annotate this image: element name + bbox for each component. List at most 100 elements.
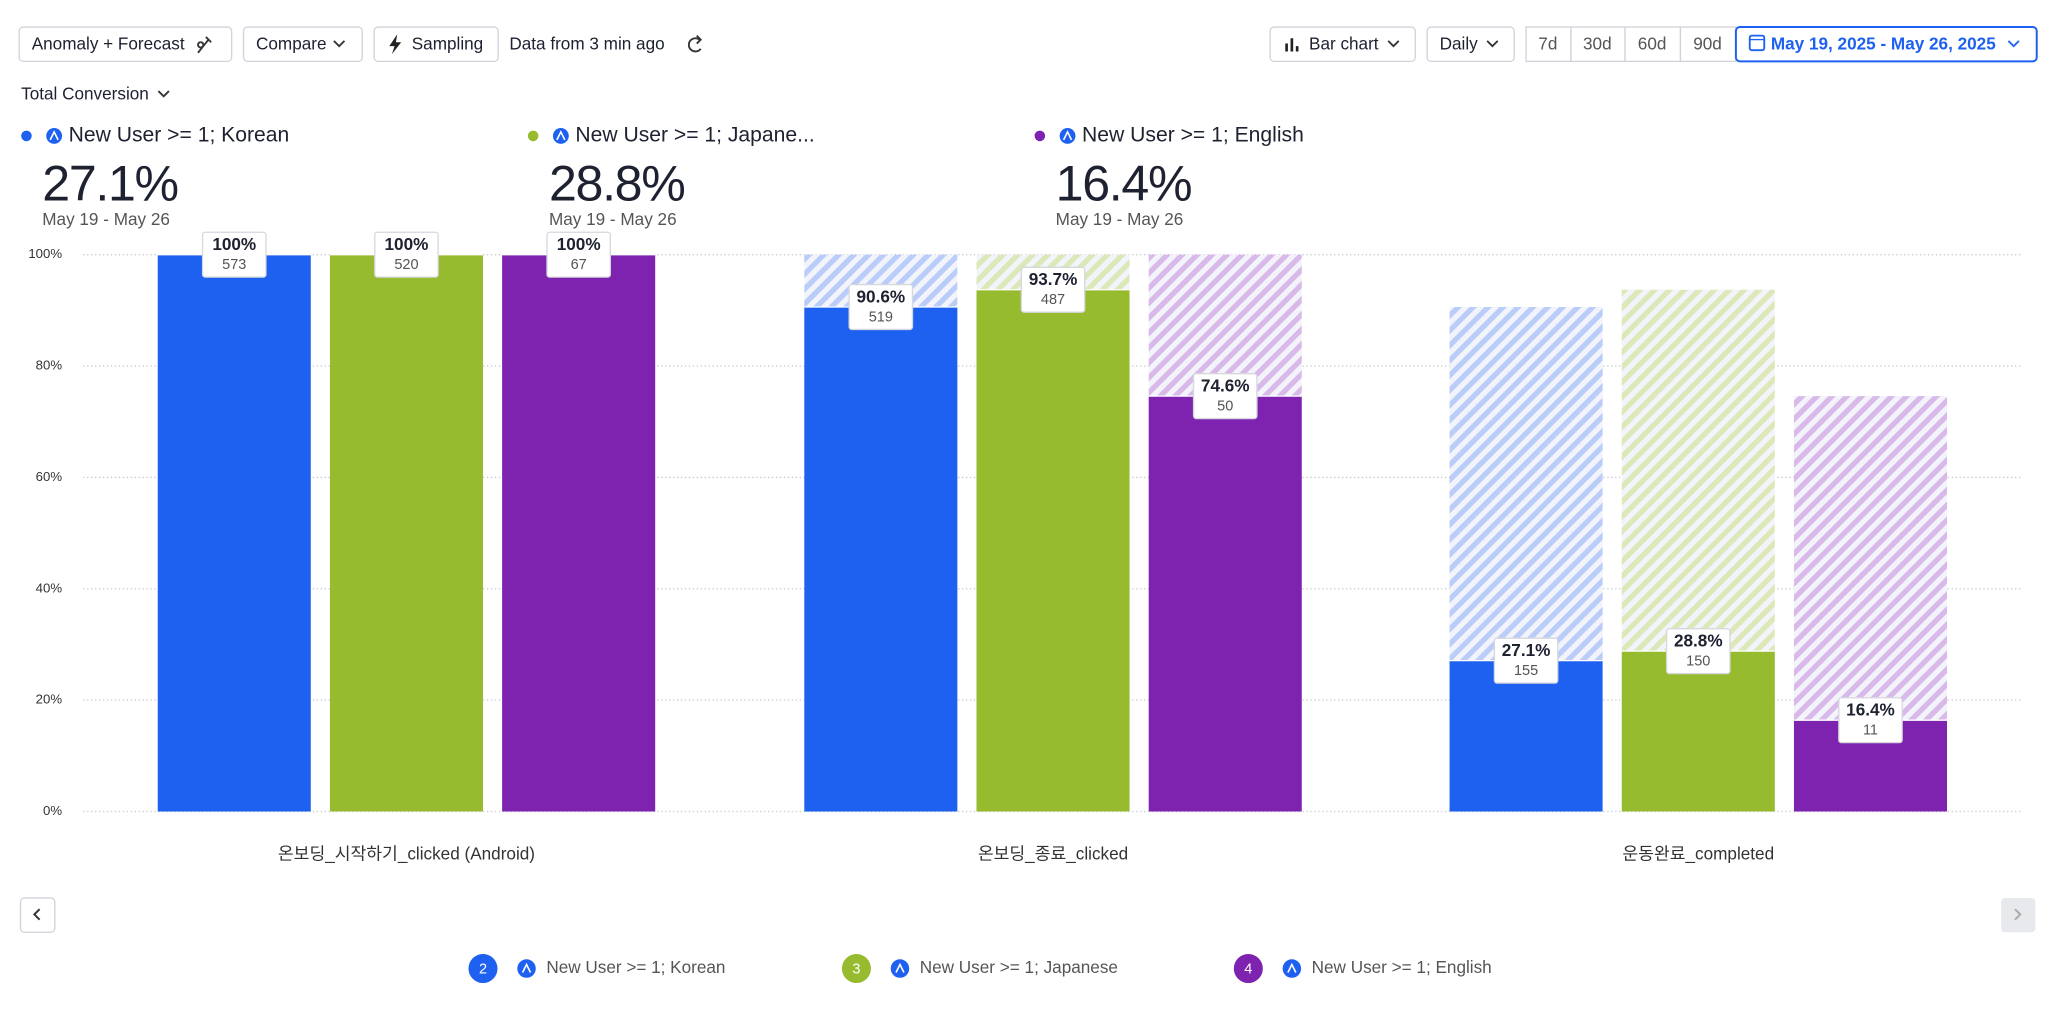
next-button[interactable] (2001, 897, 2036, 933)
count-label: 487 (1041, 292, 1065, 308)
legend-badge (1233, 954, 1263, 984)
compare-button[interactable]: Compare (242, 26, 363, 63)
legend-dot (1034, 130, 1046, 142)
bar (502, 254, 656, 812)
sampling-label: Sampling (412, 33, 483, 53)
count-label: 520 (394, 257, 418, 273)
dropoff-bar (1793, 396, 1948, 721)
value-label-box (1493, 637, 1559, 684)
range-button[interactable] (1679, 26, 1737, 63)
legend-badge-number: 4 (1244, 962, 1252, 978)
legend-badge (841, 954, 871, 984)
legend-label[interactable]: New User >= 1; English (1312, 957, 1492, 977)
summary-period: May 19 - May 26 (549, 209, 677, 229)
prev-button[interactable] (19, 897, 56, 933)
value-label: 74.6% (1201, 375, 1250, 395)
summary-label: New User >= 1; English (1082, 123, 1304, 146)
dropoff-bar (1148, 254, 1302, 397)
dropoff-bar (1621, 289, 1775, 652)
summary-value: 27.1% (42, 156, 178, 212)
y-tick-label: 60% (36, 469, 63, 484)
sampling-button[interactable]: Sampling (373, 26, 499, 63)
interval-label: Daily (1440, 33, 1479, 53)
refresh-icon[interactable] (687, 34, 703, 53)
bar (1449, 660, 1603, 812)
value-label: 90.6% (857, 286, 906, 306)
count-label: 519 (869, 309, 893, 325)
y-tick-label: 40% (36, 580, 63, 595)
value-label: 93.7% (1029, 269, 1078, 289)
count-label: 150 (1686, 654, 1710, 670)
value-label-box (546, 231, 611, 278)
bar (329, 254, 483, 812)
value-label-box (1020, 266, 1086, 313)
freshness: Data from 3 min ago (509, 33, 664, 53)
bar (157, 254, 311, 812)
bar (1621, 651, 1775, 812)
value-label: 100% (385, 234, 429, 254)
x-tick-label: 운동완료_completed (1622, 844, 1774, 864)
count-label: 11 (1863, 723, 1878, 739)
anomaly-button[interactable]: Anomaly + Forecast (18, 26, 233, 63)
legend-badge-number: 3 (852, 962, 860, 978)
dropoff-bar (1449, 307, 1603, 661)
range-button[interactable] (1525, 26, 1572, 63)
y-tick-label: 0% (43, 803, 62, 818)
value-label: 100% (557, 234, 601, 254)
cohort-icon-glyph (1062, 130, 1073, 141)
legend-badge-number: 2 (479, 962, 487, 978)
value-label-box (1665, 628, 1731, 675)
compare-label: Compare (256, 33, 327, 53)
date-label: May 19, 2025 - May 26, 2025 (1771, 33, 1996, 53)
value-label: 100% (212, 234, 256, 254)
y-tick-label: 100% (28, 246, 62, 261)
summary-value: 16.4% (1056, 156, 1192, 212)
cohort-icon-glyph (521, 962, 532, 973)
cohort-icon (890, 959, 910, 978)
summary-period: May 19 - May 26 (1056, 209, 1184, 229)
bar (804, 307, 958, 812)
y-tick-label: 20% (36, 692, 63, 707)
count-label: 573 (222, 257, 246, 273)
range-group: 7d 30d 60d 90d (1525, 26, 1737, 63)
anomaly-label: Anomaly + Forecast (32, 33, 185, 53)
range-button[interactable] (1624, 26, 1682, 63)
value-label: 28.8% (1674, 630, 1723, 650)
metric-label: Total Conversion (21, 84, 149, 104)
cohort-icon (517, 959, 536, 978)
count-label: 67 (571, 257, 587, 273)
legend-dot (527, 130, 539, 142)
range-label: 30d (1583, 33, 1612, 53)
value-label-box (1838, 697, 1903, 744)
value-label: 16.4% (1846, 699, 1895, 719)
x-tick-label: 온보딩_종료_clicked (978, 844, 1128, 864)
metric-select[interactable]: Total Conversion (21, 84, 170, 104)
y-tick-label: 80% (36, 358, 63, 373)
legend-label[interactable]: New User >= 1; Korean (546, 957, 725, 977)
value-label-box (201, 231, 267, 278)
summary-label: New User >= 1; Japane... (575, 123, 814, 146)
legend-badge (468, 954, 498, 984)
cohort-icon-glyph (49, 130, 59, 141)
value-label-box (1192, 373, 1258, 420)
chart-type-button[interactable]: Bar chart (1269, 26, 1416, 63)
count-label: 50 (1217, 398, 1233, 414)
bar (976, 289, 1130, 812)
cohort-icon-glyph (895, 962, 905, 973)
legend-dot (21, 130, 32, 142)
chart-type-label: Bar chart (1309, 33, 1379, 53)
legend-label[interactable]: New User >= 1; Japanese (920, 957, 1118, 977)
range-label: 7d (1538, 33, 1557, 53)
count-label: 155 (1514, 663, 1538, 679)
interval-button[interactable]: Daily (1426, 26, 1515, 63)
summary-period: May 19 - May 26 (42, 209, 170, 229)
range-label: 60d (1638, 33, 1667, 53)
value-label-box (848, 283, 914, 331)
summary-label: New User >= 1; Korean (69, 123, 290, 146)
range-label: 90d (1693, 33, 1722, 53)
bar (1148, 396, 1302, 812)
summary-value: 28.8% (549, 156, 685, 212)
date-button[interactable]: May 19, 2025 - May 26, 2025 (1734, 26, 2038, 63)
